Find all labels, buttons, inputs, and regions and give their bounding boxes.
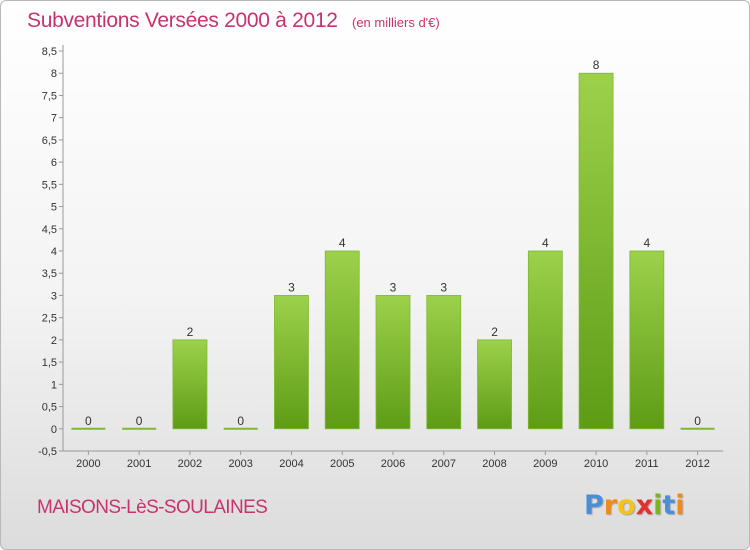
y-tick-label: 4,5 xyxy=(42,224,57,236)
bar xyxy=(527,250,563,430)
x-tick-label: 2008 xyxy=(482,458,506,470)
data-label: 4 xyxy=(339,236,346,250)
y-tick-label: 5 xyxy=(51,202,57,214)
x-tick-label: 2007 xyxy=(432,458,456,470)
y-tick-label: 6 xyxy=(51,157,57,169)
bar xyxy=(324,250,360,430)
data-label: 2 xyxy=(187,325,194,339)
bar xyxy=(477,339,512,430)
x-tick-label: 2010 xyxy=(584,458,608,470)
y-tick-label: 1,5 xyxy=(42,357,57,369)
x-tick-label: 2001 xyxy=(127,458,151,470)
logo-letter: t xyxy=(662,490,676,521)
data-label: 4 xyxy=(644,236,651,250)
x-tick-label: 2012 xyxy=(685,458,709,470)
y-tick-label: 3 xyxy=(51,290,57,302)
data-label: 8 xyxy=(593,58,600,72)
data-label: 0 xyxy=(694,414,701,428)
bar xyxy=(274,295,309,430)
y-tick-label: 8 xyxy=(51,68,57,80)
y-tick-label: 1 xyxy=(51,379,57,391)
y-tick-label: 0,5 xyxy=(42,402,57,414)
y-tick-label: 7 xyxy=(51,113,57,125)
logo-letter: P xyxy=(584,490,604,521)
bar xyxy=(172,339,208,430)
data-label: 3 xyxy=(390,280,397,294)
bar xyxy=(629,250,665,430)
x-tick-label: 2005 xyxy=(330,458,354,470)
logo-letter: o xyxy=(617,490,636,521)
bar xyxy=(426,295,462,430)
y-tick-label: 5,5 xyxy=(42,179,57,191)
logo-letter: i xyxy=(653,490,663,521)
chart-bars xyxy=(71,72,715,430)
x-tick-label: 2011 xyxy=(635,458,659,470)
logo-letter: r xyxy=(603,490,618,521)
data-label: 3 xyxy=(440,280,447,294)
chart-data-labels: 0 0 2 0 3 4 3 3 2 4 8 4 0 xyxy=(85,58,701,428)
data-label: 4 xyxy=(542,236,549,250)
y-tick-label: 8,5 xyxy=(42,46,57,58)
x-tick-label: 2004 xyxy=(279,458,303,470)
chart-title: Subventions Versées 2000 à 2012 xyxy=(27,9,338,32)
y-tick-label: 6,5 xyxy=(42,135,57,147)
y-tick-label: 0 xyxy=(51,424,57,436)
x-tick-label: 2000 xyxy=(76,458,100,470)
x-tick-label: 2003 xyxy=(228,458,252,470)
y-tick-label: 3,5 xyxy=(42,268,57,280)
logo-letter: i xyxy=(675,490,685,521)
logo-letter: x xyxy=(635,490,654,521)
y-tick-label: 7,5 xyxy=(42,90,57,102)
data-label: 0 xyxy=(85,414,92,428)
y-tick-label: 2 xyxy=(51,335,57,347)
bar xyxy=(578,72,614,430)
chart-axes: -0,5 0 0,5 1 1,5 2 2,5 3 3,5 4 4,5 5 5,5 6 6,5 7 7,5 8 8,5… xyxy=(38,45,723,470)
data-label: 0 xyxy=(136,414,143,428)
data-label: 2 xyxy=(491,325,498,339)
y-tick-label: 4 xyxy=(51,246,57,258)
data-label: 3 xyxy=(288,280,295,294)
y-tick-label: 2,5 xyxy=(42,313,57,325)
bar xyxy=(375,295,411,430)
x-tick-label: 2006 xyxy=(381,458,405,470)
proxiti-logo[interactable]: Proxiti xyxy=(584,490,685,521)
x-tick-label: 2009 xyxy=(533,458,557,470)
data-label: 0 xyxy=(237,414,244,428)
y-tick-label: -0,5 xyxy=(38,446,57,458)
chart-subtitle: (en milliers d'€) xyxy=(352,15,440,30)
x-tick-label: 2002 xyxy=(178,458,202,470)
commune-name: MAISONS-LèS-SOULAINES xyxy=(37,497,268,518)
